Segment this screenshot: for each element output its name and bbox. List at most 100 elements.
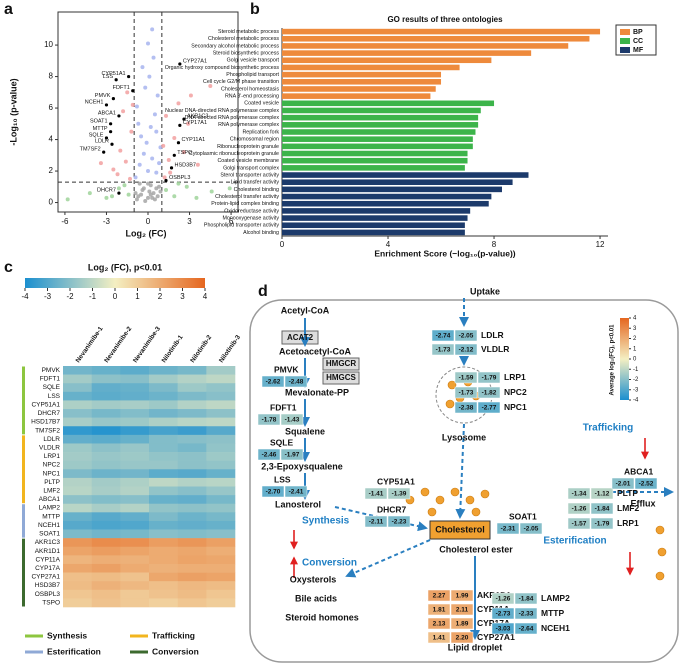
heatmap-cell (120, 417, 150, 427)
legend-swatch (620, 29, 630, 35)
heatmap-cell (63, 477, 92, 487)
heatmap-cell (120, 529, 150, 539)
category-label: Cholesterol metabolic process (208, 36, 279, 42)
point (115, 172, 120, 177)
heatmap-cell (149, 400, 178, 410)
row-label: NCEH1 (38, 522, 60, 529)
x-tick-label: -6 (61, 217, 69, 226)
heatmap-cell (63, 434, 92, 444)
heatmap-cell (206, 529, 236, 539)
x-tick-label: 4 (386, 240, 391, 249)
fc-value: -2.48 (289, 379, 304, 386)
fc-value: -2.46 (262, 452, 277, 459)
gene-label: CYP27A1 (477, 632, 515, 642)
bar (282, 86, 436, 92)
category-label: Monooxygenase activity (222, 215, 279, 221)
fc-value: -2.23 (392, 519, 407, 526)
heatmap-cell (206, 426, 236, 436)
heatmap-cell (120, 589, 150, 599)
heatmap-cell (120, 434, 150, 444)
heatmap-cell (91, 452, 121, 461)
point (110, 194, 114, 199)
heatmap-cell (149, 374, 178, 384)
heatmap-cell (177, 520, 207, 530)
fc-box (514, 592, 538, 605)
heatmap-cell (149, 546, 178, 556)
row-label: ABCA1 (39, 496, 61, 503)
heatmap-cell (149, 598, 178, 608)
colorbar-tick-label: 1 (135, 292, 140, 301)
point (176, 101, 181, 106)
heatmap-cell (91, 417, 121, 427)
heatmap-cell (177, 417, 207, 427)
gene-label: FDFT1 (270, 402, 297, 412)
category-label: Protein-lipid complex binding (211, 201, 279, 207)
colorbar-tick-label: -1 (633, 367, 639, 373)
point (122, 183, 127, 188)
cholesterol-box (429, 520, 491, 540)
gene-block: -2.01 -2.52 ABCA1 (611, 466, 658, 490)
fc-value: -1.79 (595, 521, 610, 528)
point (117, 191, 121, 195)
fc-box (514, 607, 538, 620)
heatmap-cell (149, 581, 178, 591)
gene-block: -3.03 -2.64 NCEH1 (491, 622, 570, 635)
point (123, 159, 128, 164)
heatmap-cell (63, 529, 92, 539)
heatmap-cell (63, 520, 92, 530)
fc-value: -1.34 (572, 491, 587, 498)
point (227, 186, 232, 191)
category-label: Steroid biosynthetic process (213, 51, 280, 57)
heatmap-cell (149, 486, 178, 496)
row-label: VLDLR (39, 444, 60, 451)
heatmap-cell (177, 546, 207, 556)
heatmap-cell (177, 452, 207, 461)
row-label: HSD3B7 (35, 582, 61, 589)
heatmap-cell (206, 391, 236, 401)
point (110, 142, 114, 146)
point (168, 170, 173, 175)
fc-box (450, 589, 474, 602)
column-label: Nilotinib-2 (189, 334, 213, 364)
heatmap-cell (63, 503, 92, 513)
fc-value: -1.73 (459, 390, 474, 397)
heatmap-cell (149, 538, 178, 548)
fc-value: -1.41 (369, 491, 384, 498)
point (136, 194, 141, 199)
point (104, 103, 109, 107)
point (178, 62, 182, 66)
fc-box (431, 343, 455, 356)
gene-block: -1.73 -1.82 NPC2 (454, 386, 527, 399)
node-label: Acetoacetyl-CoA (279, 346, 352, 356)
fc-value: 1.81 (433, 607, 446, 614)
fc-box (450, 631, 474, 644)
fc-box (491, 607, 515, 620)
fc-box (491, 622, 515, 635)
point-label: LSS (103, 74, 114, 80)
point (186, 121, 191, 126)
heatmap-cell (63, 538, 92, 548)
gene-label: NPC1 (504, 402, 527, 412)
point-label: CYP27A1 (183, 58, 207, 64)
row-label: MTTP (42, 513, 60, 520)
heatmap-cell (177, 443, 207, 453)
fc-box (427, 589, 451, 602)
heatmap-cell (91, 469, 121, 479)
category-label: Cholesterol transfer activity (215, 194, 279, 200)
heatmap-cell (120, 555, 150, 565)
category-label: Secondary alcohol metabolic process (191, 43, 279, 49)
heatmap-cell (206, 400, 236, 410)
heatmap-cell (149, 391, 178, 401)
heatmap-cell (91, 477, 121, 487)
heatmap-cell (206, 452, 236, 461)
fc-box (284, 485, 308, 498)
heatmap-cell (63, 409, 92, 418)
heatmap-cell (120, 495, 150, 505)
x-tick-label: 3 (187, 217, 192, 226)
point (150, 27, 155, 32)
bar (282, 107, 481, 114)
heatmap-cell (206, 581, 236, 591)
fc-value: -3.03 (496, 626, 511, 633)
heatmap-cell (177, 434, 207, 444)
column-label: Nevanimibe-2 (103, 325, 133, 364)
